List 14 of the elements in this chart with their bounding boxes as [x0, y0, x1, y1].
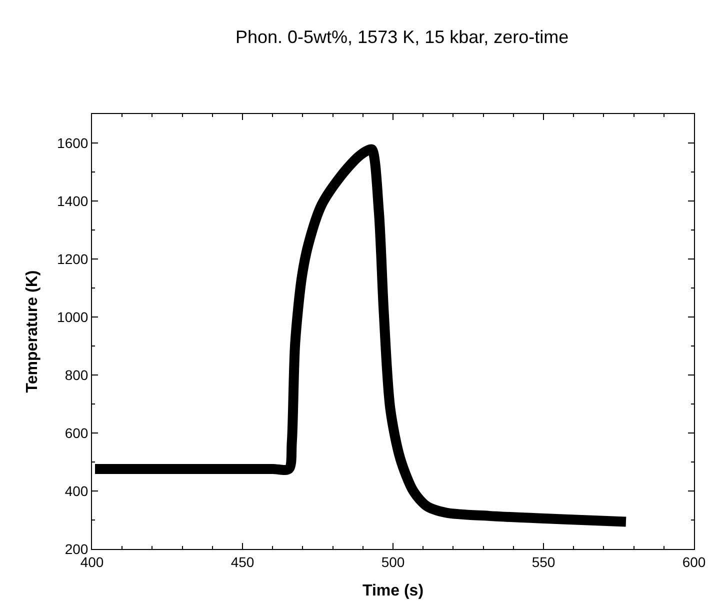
- y-tick-label: 1400: [57, 192, 88, 209]
- x-tick-label: 500: [381, 554, 405, 570]
- y-tick-label: 1200: [57, 250, 88, 267]
- y-tick-label: 1000: [57, 308, 88, 325]
- x-tick-label: 450: [230, 554, 254, 570]
- y-axis-title: Temperature (K): [24, 270, 41, 393]
- y-tick-label: 1600: [57, 134, 88, 151]
- y-tick-label: 400: [64, 482, 88, 499]
- y-tick-label: 600: [64, 424, 88, 441]
- chart-title: Phon. 0-5wt%, 1573 K, 15 kbar, zero-time: [235, 27, 569, 47]
- y-tick-label: 800: [64, 366, 88, 383]
- x-axis-title: Time (s): [362, 582, 424, 600]
- x-tick-label: 550: [532, 554, 556, 570]
- x-tick-label: 600: [682, 554, 706, 570]
